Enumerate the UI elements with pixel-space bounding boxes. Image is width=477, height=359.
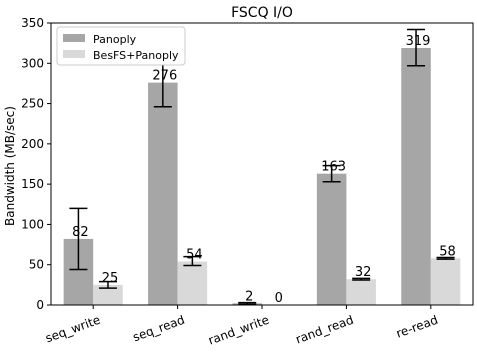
legend-swatch-1 bbox=[63, 50, 85, 58]
data-label-1-2: 0 bbox=[275, 291, 283, 306]
bar-1-1 bbox=[177, 261, 208, 305]
x-tick-label: re-read bbox=[394, 313, 440, 341]
bar-1-3 bbox=[346, 279, 376, 305]
data-label-1-1: 54 bbox=[186, 247, 203, 262]
data-label-1-4: 58 bbox=[439, 244, 456, 259]
y-tick-label: 300 bbox=[21, 56, 44, 70]
legend: Panoply BesFS+Panoply bbox=[56, 26, 186, 66]
data-label-0-2: 2 bbox=[245, 289, 253, 304]
y-tick-label: 250 bbox=[21, 97, 44, 111]
bar-1-4 bbox=[430, 258, 461, 305]
data-label-0-0: 82 bbox=[72, 225, 89, 240]
y-tick-label: 50 bbox=[29, 258, 44, 272]
y-tick-label: 150 bbox=[21, 177, 44, 191]
bar-0-4 bbox=[401, 47, 431, 305]
chart-title: FSCQ I/O bbox=[231, 5, 293, 21]
x-tick-label: rand_write bbox=[206, 313, 271, 348]
bar-0-3 bbox=[316, 173, 347, 305]
y-tick-label: 0 bbox=[36, 298, 44, 312]
legend-label-0: Panoply bbox=[93, 33, 137, 46]
data-label-0-1: 276 bbox=[152, 69, 177, 84]
x-tick-label: seq_read bbox=[131, 313, 187, 345]
y-axis-label: Bandwidth (MB/sec) bbox=[3, 106, 17, 226]
data-label-1-0: 25 bbox=[102, 271, 119, 286]
y-tick-label: 100 bbox=[21, 217, 44, 231]
y-tick-label: 200 bbox=[21, 137, 44, 151]
data-label-0-4: 319 bbox=[406, 34, 431, 49]
legend-label-1: BesFS+Panoply bbox=[93, 49, 179, 62]
bar-1-0 bbox=[93, 284, 123, 305]
x-tick-label: rand_read bbox=[294, 313, 356, 347]
data-label-1-3: 32 bbox=[355, 265, 372, 280]
x-tick-label: seq_write bbox=[43, 313, 102, 346]
bar-0-1 bbox=[148, 82, 178, 306]
legend-swatch-0 bbox=[63, 34, 85, 42]
legend-box bbox=[56, 26, 186, 66]
data-label-0-3: 163 bbox=[321, 160, 346, 175]
plot-area: 82 276 2 163 319 25 54 0 32 58 0 50 100 150 200 250 300 3… bbox=[21, 16, 474, 348]
y-tick-label: 350 bbox=[21, 16, 44, 30]
